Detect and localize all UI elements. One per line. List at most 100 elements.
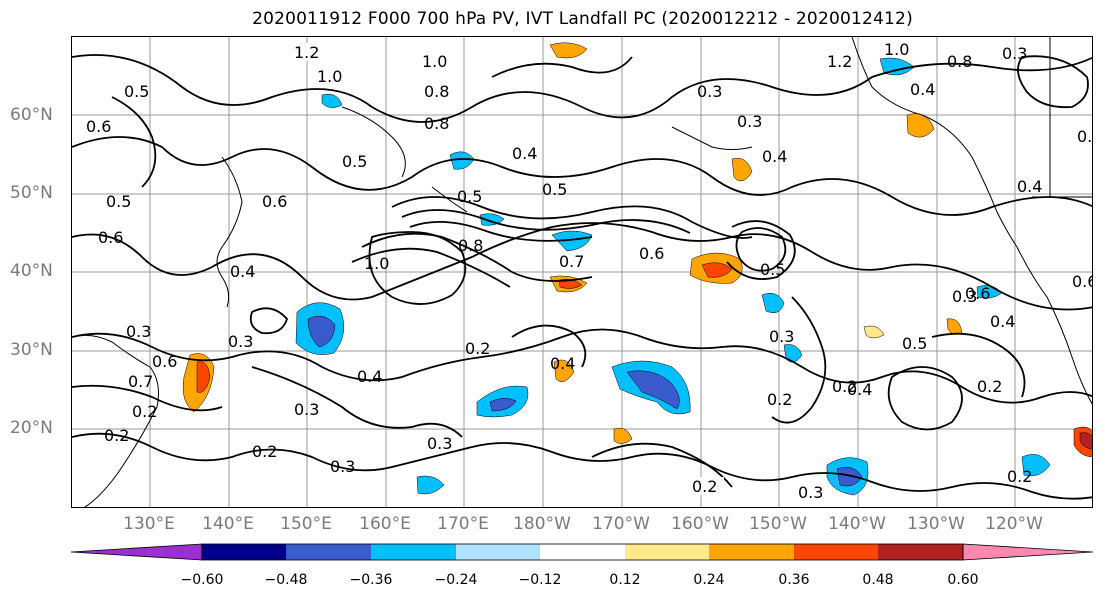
lon-label-180w: 180°W [513, 514, 571, 534]
colorbar-tick: −0.60 [180, 572, 224, 588]
contour-label: 1.0 [884, 40, 909, 59]
contour-label: 0.6 [262, 192, 287, 211]
negative-anomaly-patch [479, 213, 505, 226]
contour-label: 0.5 [342, 152, 367, 171]
colorbar-tick: 0.12 [609, 572, 641, 588]
colorbar-tick: −0.24 [434, 572, 478, 588]
contour-label: 0.4 [847, 380, 872, 399]
positive-anomaly-patch [946, 318, 963, 335]
negative-anomaly-patch [416, 475, 445, 495]
contour-label: 1.2 [827, 52, 852, 71]
contour-label: 0.2 [977, 377, 1002, 396]
contour-label: 0.6 [1077, 127, 1093, 146]
contour-label: 0.2 [465, 339, 490, 358]
graticule [72, 37, 1092, 507]
lon-label-140e: 140°E [202, 514, 254, 534]
contour-label: 0.3 [427, 434, 452, 453]
negative-anomaly-patch [307, 315, 336, 348]
colorbar-bin [371, 544, 456, 560]
pv-contours [72, 54, 1092, 500]
colorbar-tick: 0.48 [862, 572, 894, 588]
contour-label: 0.8 [947, 52, 972, 71]
contour-label: 0.7 [128, 372, 153, 391]
contour-label: 0.3 [697, 82, 722, 101]
contour-label: 0.6 [965, 284, 990, 303]
colorbar-bin [286, 544, 371, 560]
contour-label: 0.5 [902, 334, 927, 353]
contour-label: 0.3 [1002, 44, 1027, 63]
negative-anomaly-patch [1021, 454, 1051, 477]
negative-anomaly-patch [321, 93, 343, 108]
contour-label: 1.0 [317, 67, 342, 86]
contour-label: 0.3 [798, 483, 823, 502]
negative-anomaly-patch [626, 370, 680, 410]
map-title: 2020011912 F000 700 hPa PV, IVT Landfall… [252, 9, 913, 29]
contour-label: 0.3 [769, 327, 794, 346]
positive-anomaly-patch [701, 262, 733, 278]
colorbar-bin [709, 544, 794, 560]
positive-anomaly-patch [553, 359, 575, 383]
colorbar-tick: −0.12 [518, 572, 562, 588]
negative-anomaly-patch [489, 398, 517, 412]
colorbar-bin [794, 544, 878, 560]
negative-anomaly-patch [761, 293, 785, 313]
contour-label: 0.3 [952, 287, 977, 306]
contour-label: 0.8 [424, 114, 449, 133]
contour-label: 0.4 [512, 144, 537, 163]
contour-label: 0.4 [910, 80, 935, 99]
contour-label: 0.3 [228, 332, 253, 351]
contour-label: 0.3 [330, 457, 355, 476]
colorbar-bin [540, 544, 625, 560]
coastlines [72, 37, 1092, 507]
contour-label: 0.2 [1007, 467, 1032, 486]
lat-label-30n: 30°N [10, 340, 53, 360]
contour-label: 0.6 [152, 352, 177, 371]
contour-label: 0.6 [1072, 272, 1093, 291]
contour-label: 1.0 [364, 254, 389, 273]
contour-label: 1.2 [294, 43, 319, 62]
contour-label: 0.4 [550, 354, 575, 373]
contour-label: 0.4 [762, 147, 787, 166]
lon-label-140w: 140°W [828, 514, 886, 534]
positive-anomaly-patch [196, 361, 211, 393]
contour-label: 0.4 [230, 262, 255, 281]
lat-label-40n: 40°N [10, 261, 53, 281]
negative-anomaly-patch [783, 344, 803, 363]
lon-label-150w: 150°W [749, 514, 807, 534]
lat-label-60n: 60°N [10, 105, 53, 125]
positive-anomaly-patch [863, 325, 885, 339]
contour-label: 0.5 [542, 180, 567, 199]
contour-label: 0.7 [559, 252, 584, 271]
colorbar-extend-max [962, 543, 1094, 561]
contour-label: 0.4 [1017, 177, 1042, 196]
positive-anomaly-patch [613, 427, 633, 444]
lat-label-50n: 50°N [10, 183, 53, 203]
contour-label: 0.3 [126, 322, 151, 341]
positive-anomaly-patch [1079, 432, 1092, 450]
contour-label: 0.5 [760, 260, 785, 279]
ivt-anomaly-fills [182, 42, 1092, 496]
contour-label: 1.0 [422, 52, 447, 71]
contour-label: 0.6 [98, 228, 123, 247]
map-panel[interactable]: 1.2 1.0 0.5 0.6 0.8 0.5 0.6 0.5 0.6 0.4 … [71, 36, 1093, 508]
colorbar-bin [625, 544, 709, 560]
contour-label: 0.2 [767, 390, 792, 409]
colorbar-tick: −0.48 [264, 572, 308, 588]
contour-label: 0.3 [294, 400, 319, 419]
lon-label-160w: 160°W [671, 514, 729, 534]
map-canvas[interactable]: 1.2 1.0 0.5 0.6 0.8 0.5 0.6 0.5 0.6 0.4 … [72, 37, 1093, 508]
contour-label: 0.5 [124, 82, 149, 101]
contour-label: 0.5 [457, 187, 482, 206]
colorbar-tick: 0.60 [947, 572, 979, 588]
contour-label: 0.8 [424, 82, 449, 101]
contour-label: 0.4 [357, 367, 382, 386]
lat-label-20n: 20°N [10, 418, 53, 438]
negative-anomaly-patch [836, 467, 863, 487]
contour-label: 0.3 [737, 112, 762, 131]
contour-label: 0.8 [458, 236, 483, 255]
lon-label-130e: 130°E [123, 514, 175, 534]
colorbar [70, 543, 1095, 571]
lon-label-170w: 170°W [592, 514, 650, 534]
contour-label: 0.6 [639, 244, 664, 263]
lon-label-120w: 120°W [985, 514, 1043, 534]
